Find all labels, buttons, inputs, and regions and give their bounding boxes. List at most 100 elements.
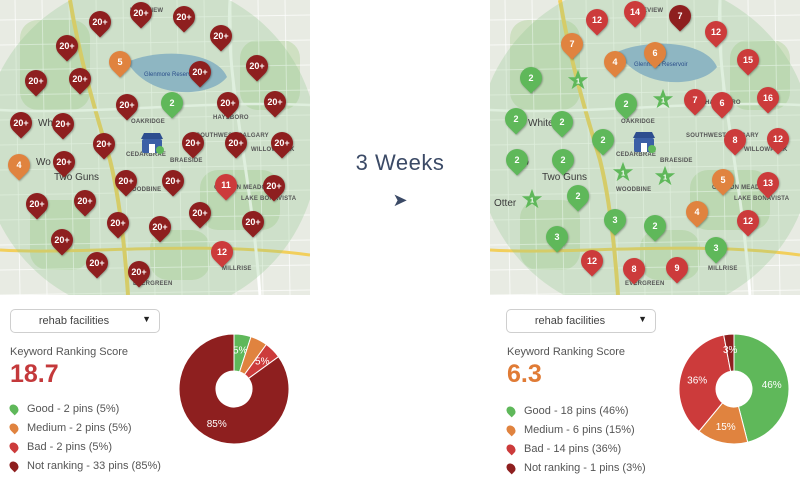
rank-pin[interactable]: 3	[541, 221, 573, 253]
keyword-dropdown-before[interactable]: rehab facilities ▼	[10, 309, 160, 333]
rank-star-icon[interactable]: 1	[652, 88, 674, 110]
rank-star-icon[interactable]: 1	[521, 188, 543, 210]
rank-pin[interactable]: 12	[581, 4, 613, 36]
place-label: Two Guns	[542, 172, 588, 183]
rank-pin[interactable]: 8	[618, 253, 650, 285]
rank-pin[interactable]: 15	[732, 44, 764, 76]
rank-pin[interactable]: 5	[707, 164, 739, 196]
rank-pin[interactable]: 16	[752, 82, 784, 114]
rank-pin[interactable]: 12	[206, 236, 238, 268]
rank-pin[interactable]: 20+	[168, 1, 200, 33]
rank-pin[interactable]: 20+	[69, 185, 101, 217]
rank-pin[interactable]: 9	[661, 252, 693, 284]
rank-pin[interactable]: 13	[752, 167, 784, 199]
rank-pin[interactable]: 12	[762, 123, 794, 155]
rank-pin[interactable]: 20+	[88, 128, 120, 160]
rank-pin[interactable]: 20+	[111, 89, 143, 121]
rank-pin[interactable]: 2	[546, 106, 578, 138]
rank-pin[interactable]: 20+	[84, 6, 116, 38]
rank-pin[interactable]: 3	[700, 232, 732, 264]
rank-pin[interactable]: 2	[587, 124, 619, 156]
map-before[interactable]: Glenmore ReservoirLAKEVIEWWhiteWoTwo Gun…	[0, 0, 310, 295]
rank-pin[interactable]: 20+	[184, 197, 216, 229]
rank-pin[interactable]: 3	[599, 204, 631, 236]
rank-pin[interactable]: 2	[500, 103, 532, 135]
rank-pin[interactable]: 20+	[51, 30, 83, 62]
legend-pin-icon	[504, 404, 518, 417]
rank-pin-label: 13	[762, 178, 773, 188]
legend-pin-icon	[7, 459, 21, 472]
rank-pin[interactable]: 20+	[21, 188, 53, 220]
arrow-right-icon: ➤	[392, 190, 408, 210]
rank-pin[interactable]: 20+	[241, 50, 273, 82]
rank-pin[interactable]: 20+	[220, 127, 252, 159]
rank-pin[interactable]: 20+	[110, 165, 142, 197]
rank-pin[interactable]: 20+	[48, 146, 80, 178]
rank-pin-label: 2	[513, 114, 519, 124]
rank-pin-label: 8	[631, 264, 637, 274]
rank-pin[interactable]: 20+	[81, 247, 113, 279]
rank-pin-label: 20+	[131, 267, 147, 277]
rank-pin[interactable]: 20+	[259, 86, 291, 118]
rank-pin[interactable]: 2	[610, 88, 642, 120]
rank-star-icon[interactable]: 1	[612, 161, 634, 183]
storefront-icon[interactable]	[632, 131, 656, 153]
place-label: HAYSBORO	[213, 115, 249, 121]
rank-pin[interactable]: 20+	[47, 108, 79, 140]
caret-down-icon: ▼	[142, 314, 151, 324]
rank-pin[interactable]: 20+	[64, 63, 96, 95]
rank-pin[interactable]: 6	[639, 37, 671, 69]
rank-star-icon[interactable]: 1	[654, 165, 676, 187]
legend-item: Not ranking - 33 pins (85%)	[7, 456, 161, 475]
rank-pin[interactable]: 7	[664, 0, 696, 32]
rank-pin-label: 2	[575, 191, 581, 201]
rank-pin[interactable]: 2	[547, 144, 579, 176]
rank-pin[interactable]: 20+	[258, 170, 290, 202]
keyword-dropdown-after[interactable]: rehab facilities ▼	[506, 309, 656, 333]
rank-pin[interactable]: 12	[576, 245, 608, 277]
rank-pin[interactable]: 20+	[144, 211, 176, 243]
rank-pin[interactable]: 20+	[184, 56, 216, 88]
rank-pin[interactable]: 5	[104, 46, 136, 78]
rank-pin[interactable]: 20+	[102, 207, 134, 239]
place-label: MILLRISE	[708, 266, 738, 272]
rank-pin-label: 16	[762, 93, 773, 103]
rank-pin[interactable]: 2	[562, 180, 594, 212]
rank-pin-label: 20+	[119, 100, 135, 110]
legend-pin-icon	[7, 402, 21, 415]
rank-pin[interactable]: 12	[732, 205, 764, 237]
storefront-icon[interactable]	[140, 132, 164, 154]
rank-pin[interactable]: 20+	[237, 206, 269, 238]
donut-label: 46%	[762, 380, 782, 391]
rank-pin[interactable]: 7	[556, 28, 588, 60]
rank-pin[interactable]: 20+	[266, 127, 298, 159]
rank-pin[interactable]: 20+	[157, 165, 189, 197]
rank-pin[interactable]: 11	[210, 169, 242, 201]
rank-pin[interactable]: 20+	[177, 127, 209, 159]
place-label: Wo	[36, 157, 51, 168]
rank-pin[interactable]: 12	[700, 16, 732, 48]
rank-pin-label: 5	[720, 175, 726, 185]
rank-pin[interactable]: 20+	[46, 224, 78, 256]
rank-star-icon[interactable]: 1	[567, 69, 589, 91]
legend-pin-icon	[504, 423, 518, 436]
rank-pin[interactable]: 20+	[212, 87, 244, 119]
rank-pin[interactable]: 20+	[123, 256, 155, 288]
rank-pin[interactable]: 4	[681, 196, 713, 228]
map-after[interactable]: Glenmore ReservoirLAKEVIEWWhiteWoTwo Gun…	[490, 0, 800, 295]
rank-pin[interactable]: 6	[706, 87, 738, 119]
rank-pin[interactable]: 20+	[20, 65, 52, 97]
rank-pin[interactable]: 7	[679, 84, 711, 116]
rank-pin[interactable]: 20+	[5, 107, 37, 139]
rank-pin[interactable]: 4	[599, 46, 631, 78]
rank-pin-label: 20+	[89, 258, 105, 268]
rank-pin[interactable]: 8	[719, 124, 751, 156]
svg-text:1: 1	[621, 169, 625, 178]
rank-pin[interactable]: 2	[501, 144, 533, 176]
rank-pin[interactable]: 4	[3, 149, 35, 181]
rank-pin[interactable]: 2	[515, 62, 547, 94]
rank-pin[interactable]: 2	[156, 87, 188, 119]
rank-pin[interactable]: 20+	[205, 20, 237, 52]
rank-pin[interactable]: 2	[639, 210, 671, 242]
rank-pin-label: 20+	[28, 76, 44, 86]
